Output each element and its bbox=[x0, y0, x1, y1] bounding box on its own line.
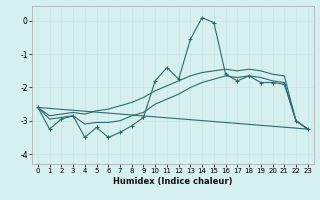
X-axis label: Humidex (Indice chaleur): Humidex (Indice chaleur) bbox=[113, 177, 233, 186]
